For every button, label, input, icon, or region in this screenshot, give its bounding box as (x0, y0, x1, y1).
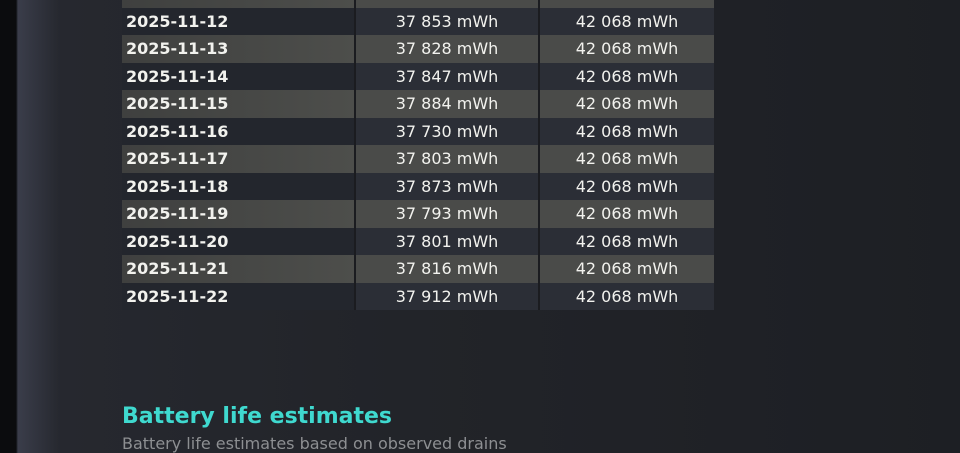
table-row: 2025-11-20 37 801 mWh 42 068 mWh (122, 227, 714, 255)
battery-capacity-history-table: 2025-11-12 37 853 mWh 42 068 mWh 2025-11-13… (122, 0, 714, 310)
date-cell: 2025-11-21 (122, 255, 354, 283)
date-cell: 2025-11-19 (122, 200, 354, 228)
table-row: 2025-11-17 37 803 mWh 42 068 mWh (122, 145, 714, 173)
date-cell (122, 0, 354, 8)
design-capacity-cell: 42 068 mWh (538, 35, 714, 63)
table-row: 2025-11-14 37 847 mWh 42 068 mWh (122, 62, 714, 90)
full-charge-capacity-cell: 37 912 mWh (354, 282, 538, 310)
table-row: 2025-11-12 37 853 mWh 42 068 mWh (122, 7, 714, 35)
date-cell: 2025-11-12 (122, 7, 354, 35)
full-charge-capacity-cell: 37 816 mWh (354, 255, 538, 283)
table-row: 2025-11-22 37 912 mWh 42 068 mWh (122, 282, 714, 310)
full-charge-capacity-cell: 37 801 mWh (354, 227, 538, 255)
full-charge-capacity-cell: 37 730 mWh (354, 117, 538, 145)
design-capacity-cell: 42 068 mWh (538, 62, 714, 90)
design-capacity-cell: 42 068 mWh (538, 90, 714, 118)
full-charge-capacity-cell: 37 793 mWh (354, 200, 538, 228)
date-cell: 2025-11-14 (122, 62, 354, 90)
table-row: 2025-11-16 37 730 mWh 42 068 mWh (122, 117, 714, 145)
date-cell: 2025-11-15 (122, 90, 354, 118)
design-capacity-cell: 42 068 mWh (538, 200, 714, 228)
full-charge-capacity-cell (354, 0, 538, 8)
table-row: 2025-11-15 37 884 mWh 42 068 mWh (122, 90, 714, 118)
design-capacity-cell: 42 068 mWh (538, 227, 714, 255)
full-charge-capacity-cell: 37 884 mWh (354, 90, 538, 118)
table-row: 2025-11-13 37 828 mWh 42 068 mWh (122, 35, 714, 63)
table-row-partial (122, 0, 714, 8)
full-charge-capacity-cell: 37 828 mWh (354, 35, 538, 63)
design-capacity-cell: 42 068 mWh (538, 7, 714, 35)
date-cell: 2025-11-22 (122, 282, 354, 310)
design-capacity-cell (538, 0, 714, 8)
date-cell: 2025-11-16 (122, 117, 354, 145)
date-cell: 2025-11-17 (122, 145, 354, 173)
date-cell: 2025-11-18 (122, 172, 354, 200)
full-charge-capacity-cell: 37 873 mWh (354, 172, 538, 200)
date-cell: 2025-11-20 (122, 227, 354, 255)
design-capacity-cell: 42 068 mWh (538, 282, 714, 310)
table-row: 2025-11-19 37 793 mWh 42 068 mWh (122, 200, 714, 228)
design-capacity-cell: 42 068 mWh (538, 255, 714, 283)
section-title: Battery life estimates (122, 404, 393, 429)
table-row: 2025-11-18 37 873 mWh 42 068 mWh (122, 172, 714, 200)
design-capacity-cell: 42 068 mWh (538, 117, 714, 145)
date-cell: 2025-11-13 (122, 35, 354, 63)
design-capacity-cell: 42 068 mWh (538, 172, 714, 200)
full-charge-capacity-cell: 37 803 mWh (354, 145, 538, 173)
table-row: 2025-11-21 37 816 mWh 42 068 mWh (122, 255, 714, 283)
full-charge-capacity-cell: 37 847 mWh (354, 62, 538, 90)
full-charge-capacity-cell: 37 853 mWh (354, 7, 538, 35)
design-capacity-cell: 42 068 mWh (538, 145, 714, 173)
